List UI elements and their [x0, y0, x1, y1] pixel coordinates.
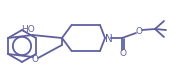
Text: N: N [105, 33, 113, 44]
Text: O: O [120, 50, 127, 58]
Text: O: O [32, 55, 38, 63]
Text: O: O [136, 27, 142, 35]
Text: HO: HO [21, 26, 35, 34]
